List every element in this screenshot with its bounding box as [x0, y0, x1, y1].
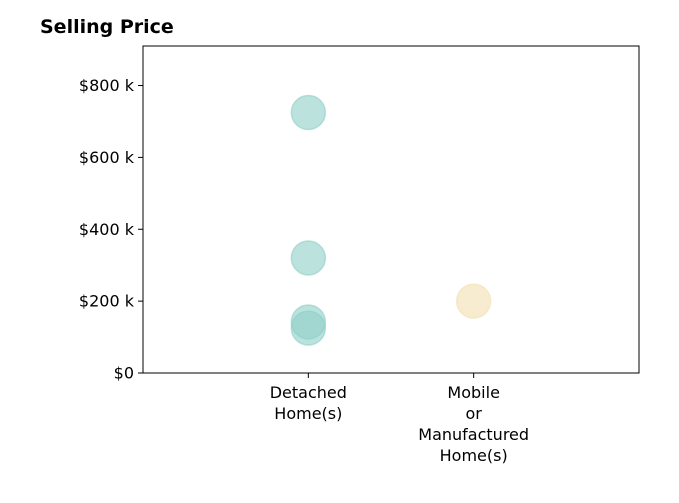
data-point — [290, 310, 327, 346]
y-tick-label: $400 k — [79, 220, 135, 239]
x-tick-label-line: Mobile — [447, 383, 499, 402]
data-point — [290, 94, 327, 131]
x-tick-label: Detached Home(s) — [270, 383, 347, 423]
chart-title: Selling Price — [40, 16, 174, 38]
x-tick-label-line: Home(s) — [440, 446, 508, 465]
y-axis: $0 $200 k $400 k $600 k $800 k — [79, 76, 143, 383]
x-tick-label-line: or — [465, 404, 482, 423]
y-tick-label: $200 k — [79, 292, 135, 311]
x-axis: Detached Home(s) Mobile or Manufactured Home(… — [270, 373, 529, 465]
y-tick-label: $800 k — [79, 76, 135, 95]
x-tick-label-line: Detached — [270, 383, 347, 402]
x-tick-label-line: Home(s) — [274, 404, 342, 423]
data-point — [455, 283, 492, 319]
plot-area-frame — [142, 45, 640, 374]
y-tick-label: $600 k — [79, 148, 135, 167]
data-points — [290, 94, 492, 346]
x-tick-label-line: Manufactured — [418, 425, 529, 444]
y-tick-label: $0 — [114, 364, 134, 383]
x-tick-label: Mobile or Manufactured Home(s) — [418, 383, 529, 465]
data-point — [290, 240, 327, 276]
